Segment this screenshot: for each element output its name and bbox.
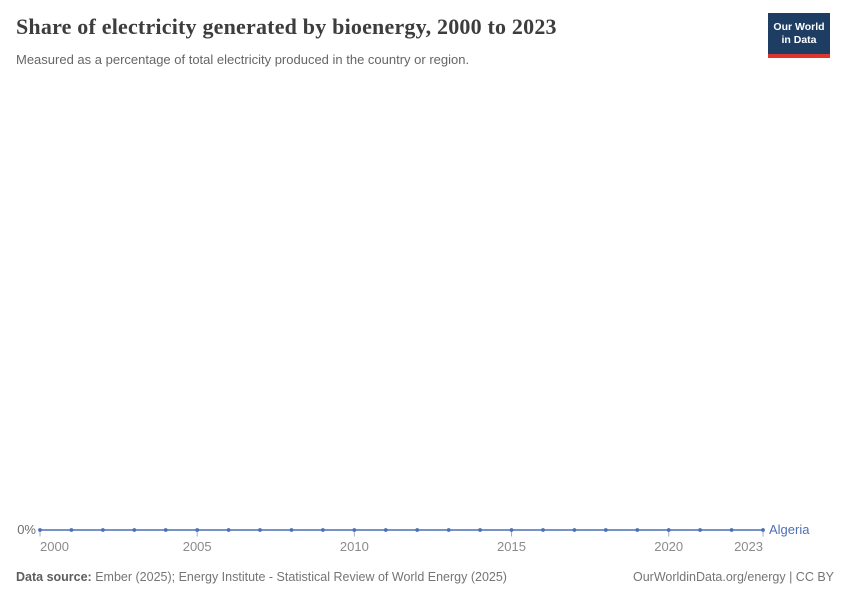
- data-source-note: Data source: Ember (2025); Energy Instit…: [16, 569, 507, 585]
- data-point: [603, 528, 608, 532]
- data-point: [321, 528, 325, 532]
- data-point: [635, 528, 640, 532]
- data-point: [541, 528, 545, 532]
- data-point: [666, 528, 671, 532]
- x-axis-label: 2015: [497, 539, 526, 554]
- data-point: [289, 528, 294, 532]
- x-axis-label: 2023: [734, 539, 763, 554]
- data-point: [761, 528, 765, 532]
- data-source-text: Ember (2025); Energy Institute - Statist…: [95, 570, 507, 584]
- owid-logo-red-strip: [768, 54, 830, 58]
- data-point: [132, 528, 137, 532]
- owid-logo[interactable]: Our World in Data: [768, 13, 830, 58]
- chart-title: Share of electricity generated by bioene…: [16, 14, 557, 39]
- data-point: [258, 528, 262, 532]
- x-axis-label: 2010: [339, 539, 369, 554]
- x-axis-label: 2005: [182, 539, 212, 554]
- owid-logo-line2: in Data: [781, 33, 817, 46]
- owid-logo-line1: Our World: [773, 21, 825, 33]
- data-point: [729, 528, 734, 532]
- data-point: [226, 528, 231, 532]
- y-axis-tick-label: 0%: [17, 522, 36, 537]
- data-point: [352, 528, 357, 532]
- data-point: [478, 528, 482, 532]
- chart-subtitle: Measured as a percentage of total electr…: [16, 52, 470, 67]
- x-axis-label: 2000: [40, 539, 69, 554]
- data-point: [572, 528, 577, 532]
- data-point: [698, 528, 702, 532]
- data-point: [446, 528, 451, 532]
- x-axis-label: 2020: [654, 539, 684, 554]
- data-point: [69, 528, 74, 532]
- data-source-label: Data source:: [16, 570, 92, 584]
- series-label-algeria: Algeria: [769, 522, 810, 537]
- data-point: [383, 528, 388, 532]
- data-point: [195, 528, 200, 532]
- owid-url-license-link[interactable]: OurWorldinData.org/energy | CC BY: [632, 570, 834, 584]
- data-point: [101, 528, 105, 532]
- data-point: [38, 528, 42, 532]
- data-point: [509, 528, 514, 532]
- data-point: [415, 528, 420, 532]
- data-point: [163, 528, 168, 532]
